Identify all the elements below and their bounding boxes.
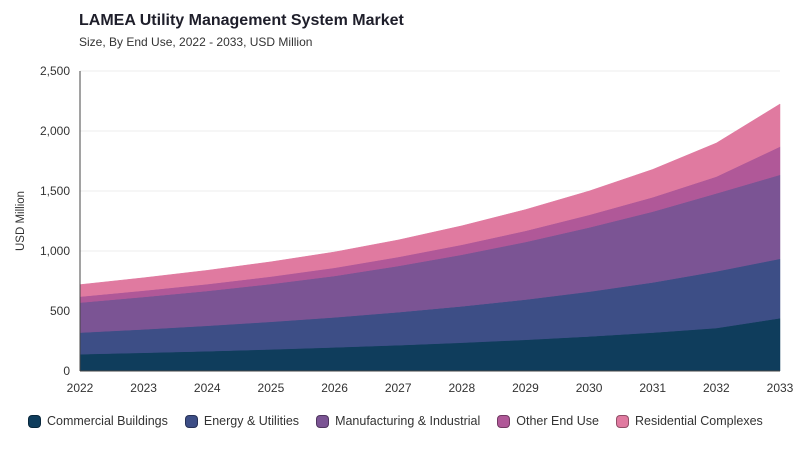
y-tick-label: 2,000 — [40, 124, 70, 138]
legend-label: Manufacturing & Industrial — [335, 414, 481, 428]
y-tick-label: 500 — [50, 304, 70, 318]
legend-swatch — [316, 414, 330, 428]
chart-title: LAMEA Utility Management System Market — [79, 12, 404, 29]
legend-item: Other End Use — [497, 414, 599, 428]
x-tick-label: 2022 — [67, 381, 94, 395]
legend-swatch — [28, 414, 41, 428]
x-tick-label: 2033 — [767, 381, 794, 395]
x-tick-label: 2027 — [385, 381, 412, 395]
area-series — [79, 103, 781, 372]
x-tick-label: 2023 — [130, 381, 157, 395]
x-tick-label: 2024 — [194, 381, 221, 395]
legend-item: Residential Complexes — [615, 414, 763, 428]
legend-swatch — [184, 414, 198, 428]
x-tick-label: 2025 — [258, 381, 285, 395]
chart-subtitle: Size, By End Use, 2022 - 2033, USD Milli… — [79, 35, 313, 49]
y-tick-label: 1,000 — [40, 244, 70, 258]
legend-label: Residential Complexes — [634, 414, 763, 428]
x-tick-label: 2028 — [448, 381, 475, 395]
legend-item: Commercial Buildings — [28, 414, 168, 428]
x-tick-label: 2030 — [576, 381, 603, 395]
legend-swatch — [497, 414, 511, 428]
axes: 0 500 1,000 1,500 2,000 2,500 2022 2023 2024 2025… — [40, 64, 794, 395]
legend-label: Energy & Utilities — [203, 414, 300, 428]
area-residential-complexes — [79, 103, 781, 297]
y-tick-label: 1,500 — [40, 184, 70, 198]
x-tick-label: 2029 — [512, 381, 539, 395]
y-tick-label: 0 — [63, 364, 70, 378]
legend: Commercial Buildings Energy & Utilities Ma… — [28, 414, 780, 428]
legend-label: Commercial Buildings — [47, 414, 168, 428]
y-tick-label: 2,500 — [40, 64, 70, 78]
legend-item: Energy & Utilities — [184, 414, 300, 428]
x-tick-label: 2026 — [321, 381, 348, 395]
legend-item: Manufacturing & Industrial — [316, 414, 480, 428]
x-tick-label: 2032 — [703, 381, 730, 395]
legend-swatch — [615, 414, 629, 428]
y-axis-label: USD Million — [15, 191, 27, 251]
legend-label: Other End Use — [516, 414, 599, 428]
x-tick-label: 2031 — [639, 381, 666, 395]
